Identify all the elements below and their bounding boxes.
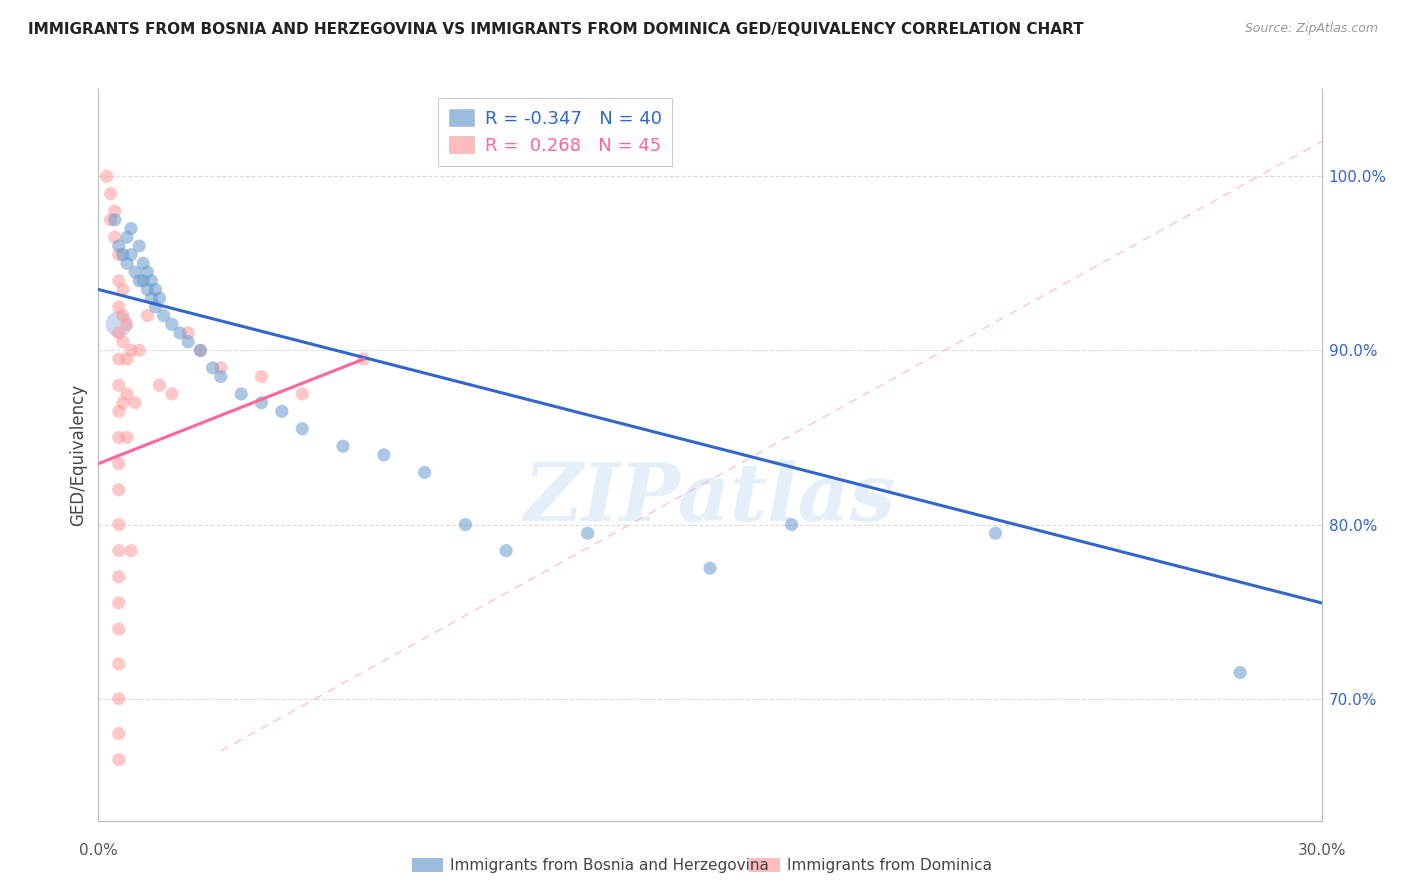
Point	[115, 430, 138, 444]
Point	[96, 169, 118, 184]
Point	[108, 457, 131, 471]
Point	[188, 343, 212, 358]
Point	[136, 309, 159, 323]
Point	[108, 570, 131, 584]
Point	[132, 274, 155, 288]
Point	[177, 326, 200, 340]
Point	[132, 256, 155, 270]
Point	[111, 247, 134, 261]
Point	[291, 422, 314, 436]
Point	[108, 300, 131, 314]
Point	[454, 517, 477, 532]
Point	[188, 343, 212, 358]
Point	[120, 247, 142, 261]
Point	[231, 387, 253, 401]
Point	[108, 691, 131, 706]
Point	[136, 283, 159, 297]
Text: Source: ZipAtlas.com: Source: ZipAtlas.com	[1244, 22, 1378, 36]
Point	[111, 309, 134, 323]
Point	[201, 360, 224, 375]
Point	[209, 369, 232, 384]
Point	[495, 543, 517, 558]
Point	[115, 387, 138, 401]
Point	[120, 543, 142, 558]
Point	[141, 291, 163, 305]
Point	[128, 343, 150, 358]
Point	[111, 334, 134, 349]
Point	[111, 395, 134, 409]
Text: Immigrants from Bosnia and Herzegovina: Immigrants from Bosnia and Herzegovina	[450, 858, 769, 872]
Point	[209, 360, 232, 375]
Point	[1229, 665, 1251, 680]
Point	[100, 212, 122, 227]
Point	[136, 265, 159, 279]
Point	[149, 291, 172, 305]
Point	[145, 300, 167, 314]
Point	[413, 466, 436, 480]
Point	[699, 561, 721, 575]
Point	[108, 517, 131, 532]
Point	[111, 283, 134, 297]
Point	[108, 726, 131, 740]
Point	[100, 186, 122, 201]
Point	[108, 543, 131, 558]
Point	[250, 369, 273, 384]
Point	[984, 526, 1007, 541]
Point	[352, 352, 374, 367]
Point	[128, 274, 150, 288]
Point	[160, 387, 183, 401]
Point	[104, 230, 127, 244]
Point	[169, 326, 191, 340]
Text: 30.0%: 30.0%	[1298, 843, 1346, 858]
Point	[115, 230, 138, 244]
Y-axis label: GED/Equivalency: GED/Equivalency	[69, 384, 87, 526]
Point	[250, 395, 273, 409]
Text: IMMIGRANTS FROM BOSNIA AND HERZEGOVINA VS IMMIGRANTS FROM DOMINICA GED/EQUIVALEN: IMMIGRANTS FROM BOSNIA AND HERZEGOVINA V…	[28, 22, 1084, 37]
Point	[270, 404, 294, 418]
Point	[108, 352, 131, 367]
Point	[576, 526, 599, 541]
Point	[108, 622, 131, 636]
Point	[145, 283, 167, 297]
Point	[332, 439, 354, 453]
Text: 0.0%: 0.0%	[79, 843, 118, 858]
Point	[160, 318, 183, 332]
Point	[108, 326, 131, 340]
Text: ZIPatlas: ZIPatlas	[524, 460, 896, 538]
Point	[115, 318, 138, 332]
Point	[108, 247, 131, 261]
Point	[104, 204, 127, 219]
Point	[108, 378, 131, 392]
Point	[108, 753, 131, 767]
Point	[780, 517, 803, 532]
Point	[124, 265, 146, 279]
Point	[149, 378, 172, 392]
Legend: R = -0.347   N = 40, R =  0.268   N = 45: R = -0.347 N = 40, R = 0.268 N = 45	[437, 98, 672, 166]
Point	[291, 387, 314, 401]
Point	[120, 221, 142, 235]
Point	[115, 256, 138, 270]
Point	[115, 352, 138, 367]
Text: Immigrants from Dominica: Immigrants from Dominica	[787, 858, 993, 872]
Point	[108, 404, 131, 418]
Point	[120, 343, 142, 358]
Point	[108, 657, 131, 671]
Point	[373, 448, 395, 462]
Point	[108, 274, 131, 288]
Point	[108, 239, 131, 253]
Point	[124, 395, 146, 409]
Point	[128, 239, 150, 253]
Point	[108, 596, 131, 610]
Point	[141, 274, 163, 288]
Point	[152, 309, 174, 323]
Point	[108, 318, 131, 332]
Point	[108, 483, 131, 497]
Point	[108, 430, 131, 444]
Point	[104, 212, 127, 227]
Point	[177, 334, 200, 349]
